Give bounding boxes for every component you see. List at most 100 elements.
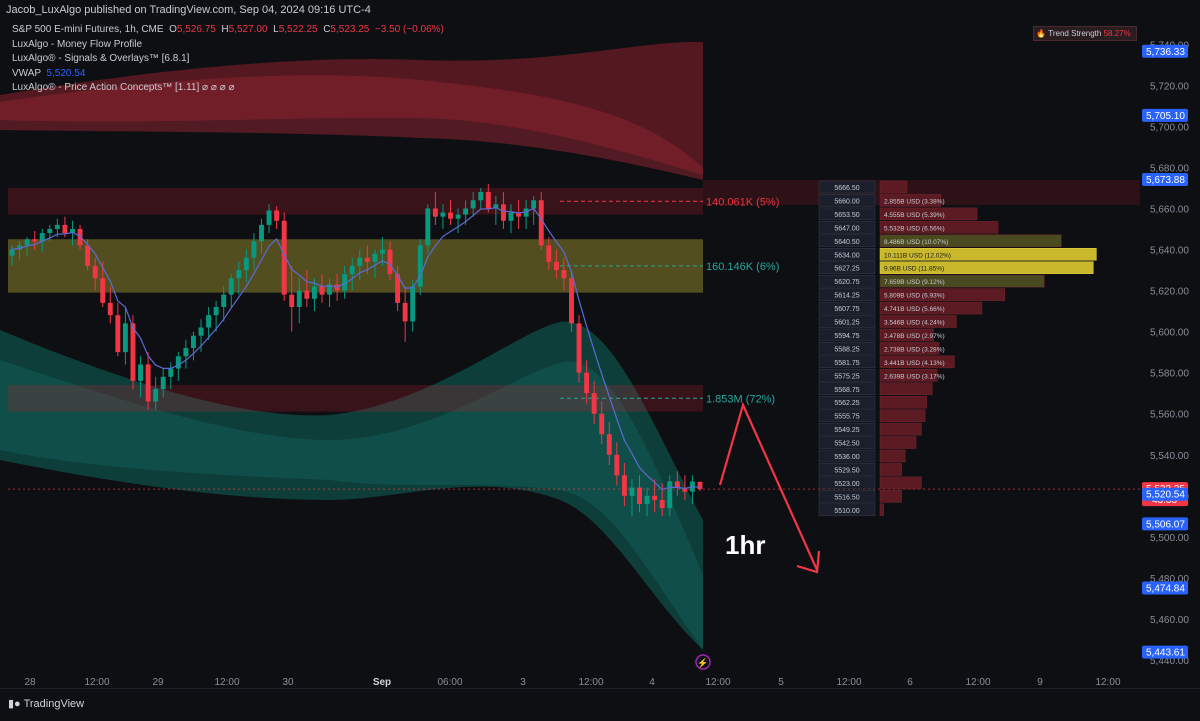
profile-bar: [879, 409, 926, 422]
candle-body: [32, 239, 38, 242]
profile-price: 5647.00: [834, 225, 859, 232]
price-tick: 5,560.00: [1150, 410, 1189, 421]
price-label: 5,520.54: [1146, 490, 1185, 501]
candle-body: [319, 286, 325, 295]
candle-body: [674, 481, 680, 488]
profile-value: 4.741B USD (5.66%): [884, 306, 945, 313]
arrow-drawing[interactable]: [718, 401, 819, 571]
profile-price: 5601.25: [834, 320, 859, 327]
profile-bar: [879, 301, 983, 315]
vwap-value: 5,520.54: [46, 67, 86, 79]
profile-bar: [879, 274, 1045, 288]
candle-body: [659, 499, 665, 509]
price-label: 5,443.61: [1146, 648, 1185, 659]
profile-price-cell: [818, 328, 876, 342]
indicator-row[interactable]: VWAP 5,520.54: [12, 67, 444, 82]
profile-price-cell: [818, 180, 876, 194]
candle-body: [553, 261, 559, 271]
profile-value: 2.639B USD (3.17%): [884, 373, 945, 380]
candle-body: [561, 270, 567, 279]
candle-body: [9, 249, 15, 256]
profile-bar: [879, 395, 928, 409]
profile-price-cell: [818, 288, 876, 301]
candle-body: [62, 224, 68, 234]
candle-body: [417, 245, 423, 287]
price-tick: 5,660.00: [1150, 204, 1189, 215]
candle-body: [183, 348, 189, 357]
candle-body: [243, 257, 249, 271]
candle-body: [228, 278, 234, 295]
candle-body: [516, 212, 522, 217]
profile-price: 5640.50: [834, 239, 859, 246]
lightning-icon[interactable]: [695, 654, 711, 670]
profile-value: 3.546B USD (4.24%): [884, 320, 945, 327]
candle-body: [538, 200, 544, 246]
candle-body: [432, 208, 438, 217]
profile-price: 5607.75: [834, 306, 859, 313]
profile-value: 8.486B USD (10.07%): [884, 239, 948, 246]
time-tick: 12:00: [578, 677, 603, 688]
vwap-label: VWAP: [12, 67, 41, 79]
price-tick: 5,460.00: [1150, 615, 1189, 626]
profile-price-cell: [818, 422, 876, 436]
chart-legend: S&P 500 E-mini Futures, 1h, CME O5,526.7…: [12, 23, 444, 96]
price-tick: 5,540.00: [1150, 451, 1189, 462]
profile-price: 5568.75: [834, 387, 859, 394]
price-label-box: [1142, 487, 1188, 501]
candle-body: [85, 245, 91, 266]
flame-icon: 🔥: [1036, 29, 1047, 38]
profile-price: 5660.00: [834, 198, 859, 205]
profile-bar: [879, 221, 999, 234]
footer-bar: ▮● TradingView: [0, 688, 1200, 717]
profile-price-cell: [818, 207, 876, 221]
profile-price-cell: [818, 248, 876, 261]
candle-body: [39, 233, 45, 242]
profile-price: 5653.50: [834, 212, 859, 219]
profile-bar: [879, 261, 1094, 274]
candle-body: [342, 274, 348, 291]
candle-body: [213, 306, 219, 316]
indicator-row[interactable]: LuxAlgo - Money Flow Profile: [12, 38, 143, 50]
time-tick: 12:00: [705, 677, 730, 688]
volume-zone: [8, 187, 703, 215]
candle-body: [644, 495, 650, 505]
price-tick: 5,640.00: [1150, 246, 1189, 257]
profile-value: 4.555B USD (5.39%): [884, 212, 945, 219]
zone-label: 160.146K (6%): [706, 261, 779, 273]
candle-body: [206, 315, 212, 328]
tradingview-logo-icon: ▮●: [8, 698, 21, 710]
candle-body: [372, 253, 378, 262]
profile-value: 10.111B USD (12.02%): [884, 252, 951, 259]
candle-body: [576, 323, 582, 373]
candle-body: [493, 204, 499, 209]
profile-bar: [879, 248, 1097, 261]
profile-bar: [879, 369, 938, 382]
profile-bar: [879, 207, 978, 221]
candle-body: [448, 212, 453, 219]
tradingview-brand: TradingView: [23, 698, 85, 710]
profile-bar: [879, 422, 922, 436]
tradingview-logo[interactable]: ▮● TradingView: [8, 697, 84, 710]
profile-value: 9.96B USD (11.85%): [884, 266, 944, 273]
profile-price: 5666.50: [834, 185, 859, 192]
profile-bar: [879, 355, 955, 369]
candle-body: [281, 220, 287, 295]
candle-body: [402, 302, 408, 322]
indicator-row[interactable]: LuxAlgo® - Signals & Overlays™ [6.8.1]: [12, 53, 190, 64]
candle-body: [531, 200, 537, 209]
profile-value: 3.441B USD (4.13%): [884, 360, 945, 367]
close-label: C: [323, 24, 331, 35]
low-label: L: [273, 24, 279, 35]
time-tick: 5: [778, 677, 784, 688]
profile-price-cell: [818, 355, 876, 369]
price-label-box: [1142, 108, 1188, 122]
candle-body: [190, 335, 196, 349]
profile-price-cell: [818, 234, 876, 248]
profile-price: 5510.00: [834, 508, 859, 515]
indicator-row[interactable]: LuxAlgo® - Price Action Concepts™ [1.11]…: [12, 82, 235, 93]
candle-body: [100, 278, 106, 303]
profile-price-cell: [818, 449, 876, 463]
profile-price-cell: [818, 382, 876, 395]
